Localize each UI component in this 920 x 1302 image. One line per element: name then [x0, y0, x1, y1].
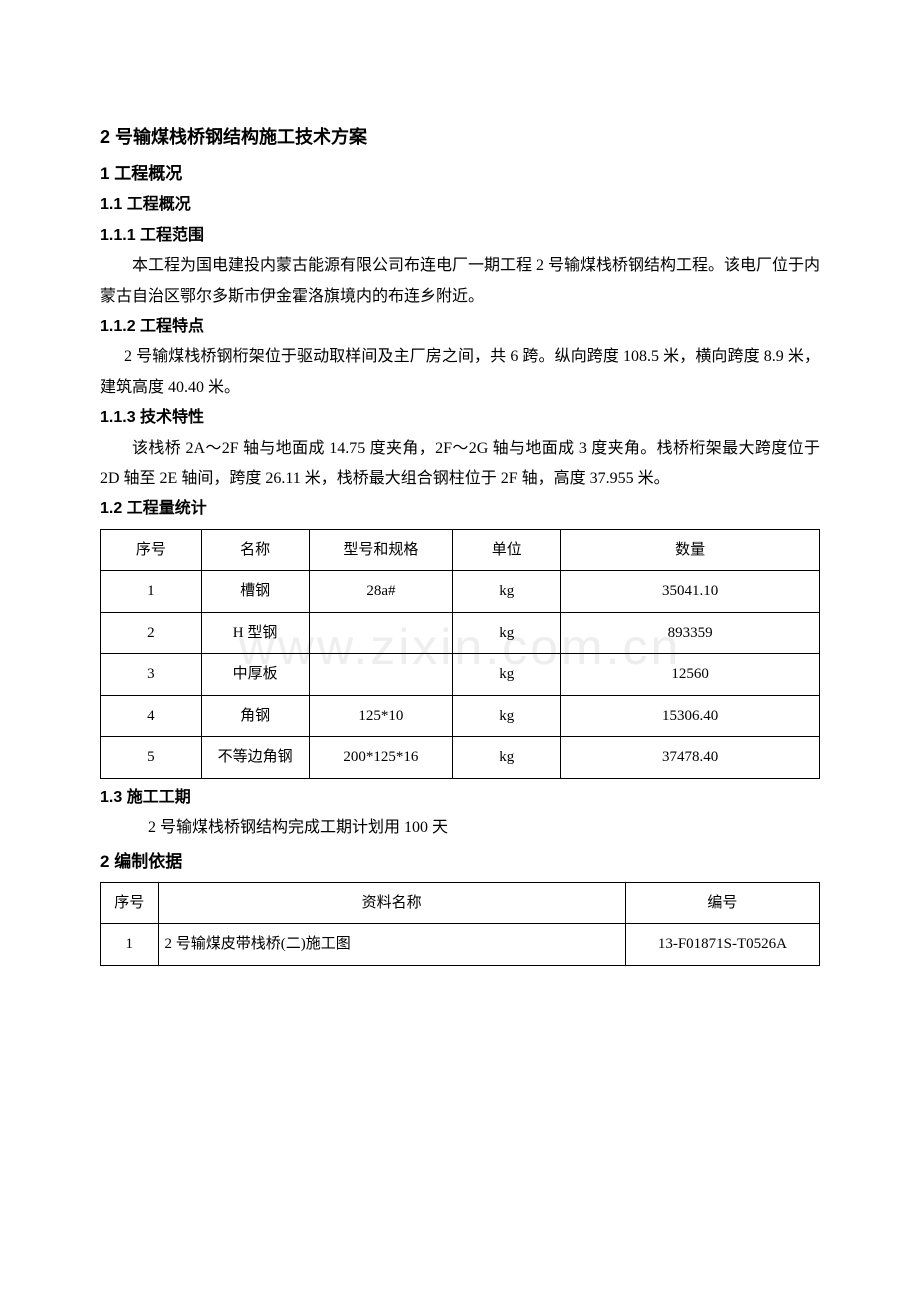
table-cell: 2 号输煤皮带栈桥(二)施工图	[158, 924, 625, 966]
section-1-1-2-title: 工程特点	[140, 318, 204, 335]
table-row: 1 槽钢 28a# kg 35041.10	[101, 571, 820, 613]
section-1-1-1-paragraph: 本工程为国电建投内蒙古能源有限公司布连电厂一期工程 2 号输煤栈桥钢结构工程。该…	[100, 251, 820, 312]
section-1-2-heading: 1.2 工程量统计	[100, 494, 820, 524]
section-1-1-title: 工程概况	[127, 196, 191, 213]
table-cell: 1	[101, 924, 159, 966]
table-row: 4 角钢 125*10 kg 15306.40	[101, 695, 820, 737]
table-header: 资料名称	[158, 882, 625, 924]
table-header: 序号	[101, 529, 202, 571]
section-2-heading: 2 编制依据	[100, 846, 820, 878]
table-cell: kg	[453, 654, 561, 696]
quantity-table: 序号 名称 型号和规格 单位 数量 1 槽钢 28a# kg 35041.10 …	[100, 529, 820, 779]
table-cell: kg	[453, 737, 561, 779]
table-cell: H 型钢	[201, 612, 309, 654]
table-header: 编号	[625, 882, 819, 924]
table-cell: 200*125*16	[309, 737, 453, 779]
table-header: 单位	[453, 529, 561, 571]
table-cell: 2	[101, 612, 202, 654]
table-cell: 37478.40	[561, 737, 820, 779]
section-1-1-num: 1.1	[100, 196, 122, 213]
table-row: 3 中厚板 kg 12560	[101, 654, 820, 696]
table-cell: 35041.10	[561, 571, 820, 613]
section-1-1-3-num: 1.1.3	[100, 409, 136, 426]
section-1-1-2-paragraph: 2 号输煤栈桥钢桁架位于驱动取样间及主厂房之间，共 6 跨。纵向跨度 108.5…	[100, 342, 820, 403]
table-cell: kg	[453, 695, 561, 737]
section-1-1-3-title: 技术特性	[140, 409, 204, 426]
table-header-row: 序号 名称 型号和规格 单位 数量	[101, 529, 820, 571]
section-1-num: 1	[100, 164, 109, 183]
table-cell	[309, 612, 453, 654]
table-header: 序号	[101, 882, 159, 924]
table-cell: 角钢	[201, 695, 309, 737]
section-2-num: 2	[100, 852, 109, 871]
table-cell: 槽钢	[201, 571, 309, 613]
table-header-row: 序号 资料名称 编号	[101, 882, 820, 924]
table-cell: kg	[453, 571, 561, 613]
table-cell: 15306.40	[561, 695, 820, 737]
table-header: 型号和规格	[309, 529, 453, 571]
table-cell: 1	[101, 571, 202, 613]
document-title: 2 号输煤栈桥钢结构施工技术方案	[100, 120, 820, 154]
section-1-3-num: 1.3	[100, 789, 122, 806]
table-row: 5 不等边角钢 200*125*16 kg 37478.40	[101, 737, 820, 779]
section-1-1-3-heading: 1.1.3 技术特性	[100, 403, 820, 433]
table-cell: 13-F01871S-T0526A	[625, 924, 819, 966]
table-cell: kg	[453, 612, 561, 654]
section-1-heading: 1 工程概况	[100, 158, 820, 190]
table-cell: 不等边角钢	[201, 737, 309, 779]
section-1-2-title: 工程量统计	[127, 500, 207, 517]
section-1-3-paragraph: 2 号输煤栈桥钢结构完成工期计划用 100 天	[100, 813, 820, 843]
table-row: 2 H 型钢 kg 893359	[101, 612, 820, 654]
table-cell: 125*10	[309, 695, 453, 737]
table-header: 名称	[201, 529, 309, 571]
reference-table: 序号 资料名称 编号 1 2 号输煤皮带栈桥(二)施工图 13-F01871S-…	[100, 882, 820, 966]
section-1-3-title: 施工工期	[127, 789, 191, 806]
section-1-1-2-heading: 1.1.2 工程特点	[100, 312, 820, 342]
table-cell: 4	[101, 695, 202, 737]
table-header: 数量	[561, 529, 820, 571]
section-1-1-2-num: 1.1.2	[100, 318, 136, 335]
table-cell: 893359	[561, 612, 820, 654]
table-cell: 中厚板	[201, 654, 309, 696]
table-cell: 12560	[561, 654, 820, 696]
table-cell: 28a#	[309, 571, 453, 613]
section-1-1-1-title: 工程范围	[140, 227, 204, 244]
table-cell: 3	[101, 654, 202, 696]
table-row: 1 2 号输煤皮带栈桥(二)施工图 13-F01871S-T0526A	[101, 924, 820, 966]
section-1-1-1-heading: 1.1.1 工程范围	[100, 221, 820, 251]
table-cell: 5	[101, 737, 202, 779]
section-1-1-1-num: 1.1.1	[100, 227, 136, 244]
section-1-1-heading: 1.1 工程概况	[100, 190, 820, 220]
table-cell	[309, 654, 453, 696]
section-1-3-heading: 1.3 施工工期	[100, 783, 820, 813]
section-1-title: 工程概况	[114, 164, 182, 183]
section-2-title: 编制依据	[114, 852, 182, 871]
section-1-1-3-paragraph: 该栈桥 2A～2F 轴与地面成 14.75 度夹角，2F～2G 轴与地面成 3 …	[100, 434, 820, 495]
section-1-2-num: 1.2	[100, 500, 122, 517]
